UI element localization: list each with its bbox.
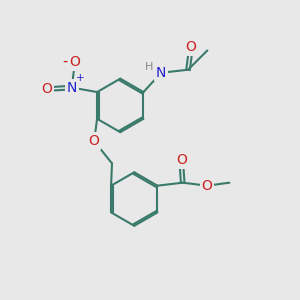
Text: N: N (67, 81, 77, 94)
Text: O: O (202, 179, 212, 193)
Text: -: - (63, 53, 68, 68)
Text: H: H (145, 62, 153, 72)
Text: O: O (89, 134, 100, 148)
Text: O: O (176, 153, 187, 167)
Text: O: O (186, 40, 196, 55)
Text: O: O (69, 55, 80, 69)
Text: +: + (76, 73, 85, 83)
Text: O: O (41, 82, 52, 96)
Text: N: N (156, 66, 166, 80)
